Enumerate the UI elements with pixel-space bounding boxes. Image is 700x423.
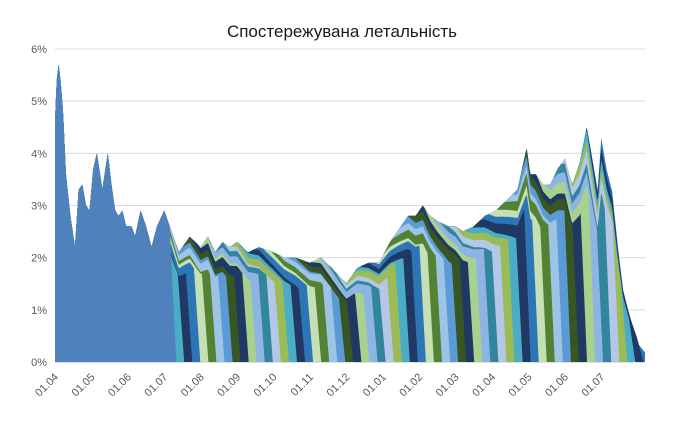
y-tick-label: 1% — [31, 305, 47, 317]
area-layer — [55, 64, 645, 362]
y-tick-label: 3% — [31, 201, 47, 213]
x-tick-label: 01.01 — [361, 371, 389, 399]
y-tick-label: 0% — [31, 357, 47, 369]
x-tick-label: 01.10 — [252, 371, 280, 399]
x-tick-label: 01.02 — [397, 371, 425, 399]
x-tick-label: 01.12 — [325, 371, 353, 399]
x-tick-label: 01.07 — [142, 371, 170, 399]
x-axis: 01.04 01.05 01.06 01.07 01.08 01.09 01.10 01.11… — [33, 371, 607, 399]
x-tick-label: 01.06 — [106, 371, 134, 399]
chart-title: Спостережувана летальність — [227, 22, 457, 41]
x-tick-label: 01.04 — [470, 371, 498, 399]
y-tick-label: 2% — [31, 253, 47, 265]
x-tick-label: 01.07 — [579, 371, 607, 399]
y-tick-label: 4% — [31, 148, 47, 160]
x-tick-label: 01.05 — [507, 371, 535, 399]
x-tick-label: 01.11 — [289, 371, 316, 398]
x-tick-label: 01.08 — [179, 371, 207, 399]
x-tick-label: 01.09 — [215, 371, 243, 399]
x-tick-label: 01.06 — [543, 371, 571, 399]
cohort-area — [55, 64, 177, 362]
y-axis: 0% 1% 2% 3% 4% 5% 6% — [31, 44, 47, 369]
x-tick-label: 01.03 — [434, 371, 462, 399]
y-tick-label: 6% — [31, 44, 47, 56]
y-tick-label: 5% — [31, 96, 47, 108]
x-tick-label: 01.05 — [70, 371, 98, 399]
x-tick-label: 01.04 — [33, 371, 61, 399]
